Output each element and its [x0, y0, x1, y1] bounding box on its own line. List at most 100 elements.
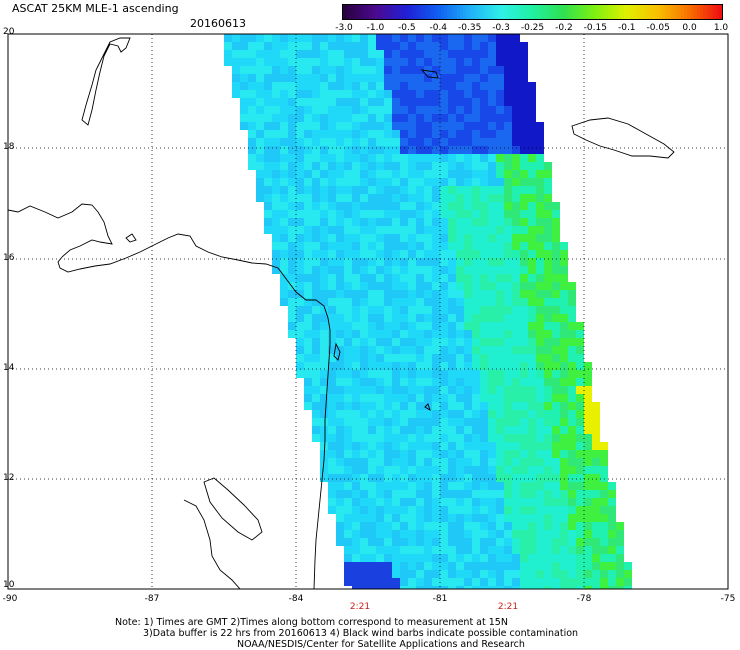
colorbar-tick-label: -0.35	[458, 23, 482, 33]
swath-pixel	[480, 434, 488, 442]
swath-pixel	[512, 258, 520, 266]
swath-pixel	[232, 42, 240, 50]
swath-pixel	[472, 170, 480, 178]
swath-pixel	[328, 338, 336, 346]
swath-pixel	[368, 98, 376, 106]
swath-pixel	[384, 314, 392, 322]
colorbar-segment	[406, 5, 410, 19]
swath-pixel	[416, 498, 424, 506]
swath-pixel	[440, 34, 448, 42]
swath-pixel	[336, 178, 344, 186]
swath-pixel	[472, 442, 480, 450]
swath-pixel	[496, 426, 504, 434]
colorbar-tick-label: -0.2	[555, 23, 573, 33]
swath-pixel	[312, 386, 320, 394]
swath-pixel	[600, 578, 608, 586]
swath-pixel	[520, 394, 528, 402]
swath-pixel	[248, 50, 256, 58]
swath-pixel	[448, 322, 456, 330]
swath-pixel	[384, 578, 392, 586]
swath-pixel	[504, 418, 512, 426]
swath-pixel	[440, 410, 448, 418]
swath-pixel	[408, 186, 416, 194]
swath-pixel	[552, 322, 560, 330]
swath-pixel	[496, 434, 504, 442]
swath-pixel	[552, 522, 560, 530]
swath-pixel	[536, 418, 544, 426]
swath-pixel	[472, 354, 480, 362]
swath-pixel	[512, 538, 520, 546]
swath-pixel	[456, 194, 464, 202]
swath-pixel	[440, 306, 448, 314]
swath-pixel	[544, 370, 552, 378]
swath-pixel	[496, 546, 504, 554]
swath-pixel	[496, 226, 504, 234]
swath-pixel	[456, 34, 464, 42]
colorbar-segment	[421, 5, 426, 19]
swath-pixel	[432, 266, 440, 274]
swath-pixel	[496, 90, 504, 98]
swath-pixel	[432, 138, 440, 146]
swath-pixel	[464, 530, 472, 538]
swath-pixel	[456, 242, 464, 250]
swath-pixel	[392, 586, 400, 589]
swath-pixel	[384, 170, 392, 178]
swath-pixel	[336, 74, 344, 82]
swath-pixel	[456, 426, 464, 434]
swath-pixel	[296, 306, 304, 314]
swath-pixel	[424, 490, 432, 498]
swath-pixel	[544, 266, 552, 274]
swath-pixel	[456, 122, 464, 130]
swath-pixel	[440, 258, 448, 266]
swath-pixel	[512, 546, 520, 554]
swath-pixel	[400, 162, 408, 170]
swath-pixel	[416, 474, 424, 482]
swath-pixel	[416, 370, 424, 378]
swath-pixel	[352, 530, 360, 538]
swath-pixel	[408, 178, 416, 186]
swath-pixel	[544, 346, 552, 354]
swath-pixel	[480, 138, 488, 146]
swath-pixel	[376, 346, 384, 354]
swath-pixel	[328, 34, 336, 42]
swath-pixel	[360, 58, 368, 66]
swath-pixel	[440, 458, 448, 466]
swath-pixel	[336, 218, 344, 226]
swath-pixel	[536, 338, 544, 346]
swath-pixel	[488, 362, 496, 370]
swath-pixel	[472, 418, 480, 426]
swath-pixel	[480, 426, 488, 434]
swath-pixel	[376, 514, 384, 522]
swath-pixel	[400, 130, 408, 138]
swath-pixel	[240, 106, 248, 114]
swath-pixel	[304, 138, 312, 146]
swath-pixel	[368, 178, 376, 186]
swath-pixel	[424, 482, 432, 490]
swath-pixel	[576, 330, 584, 338]
swath-pixel	[512, 418, 520, 426]
swath-pixel	[464, 194, 472, 202]
swath-pixel	[584, 458, 592, 466]
swath-pixel	[344, 514, 352, 522]
swath-pixel	[392, 506, 400, 514]
swath-pixel	[520, 202, 528, 210]
swath-pixel	[512, 482, 520, 490]
swath-pixel	[376, 506, 384, 514]
colorbar-segment	[377, 5, 382, 19]
swath-pixel	[592, 474, 600, 482]
swath-pixel	[560, 386, 568, 394]
swath-pixel	[576, 458, 584, 466]
swath-pixel	[464, 586, 472, 589]
swath-pixel	[408, 474, 416, 482]
swath-pixel	[304, 298, 312, 306]
swath-pixel	[480, 170, 488, 178]
colorbar-segment	[516, 5, 521, 19]
swath-pixel	[400, 338, 408, 346]
swath-pixel	[424, 570, 432, 578]
swath-pixel	[560, 274, 568, 282]
swath-pixel	[376, 362, 384, 370]
swath-pixel	[560, 434, 568, 442]
swath-pixel	[384, 562, 392, 570]
swath-pixel	[560, 506, 568, 514]
swath-pixel	[600, 538, 608, 546]
